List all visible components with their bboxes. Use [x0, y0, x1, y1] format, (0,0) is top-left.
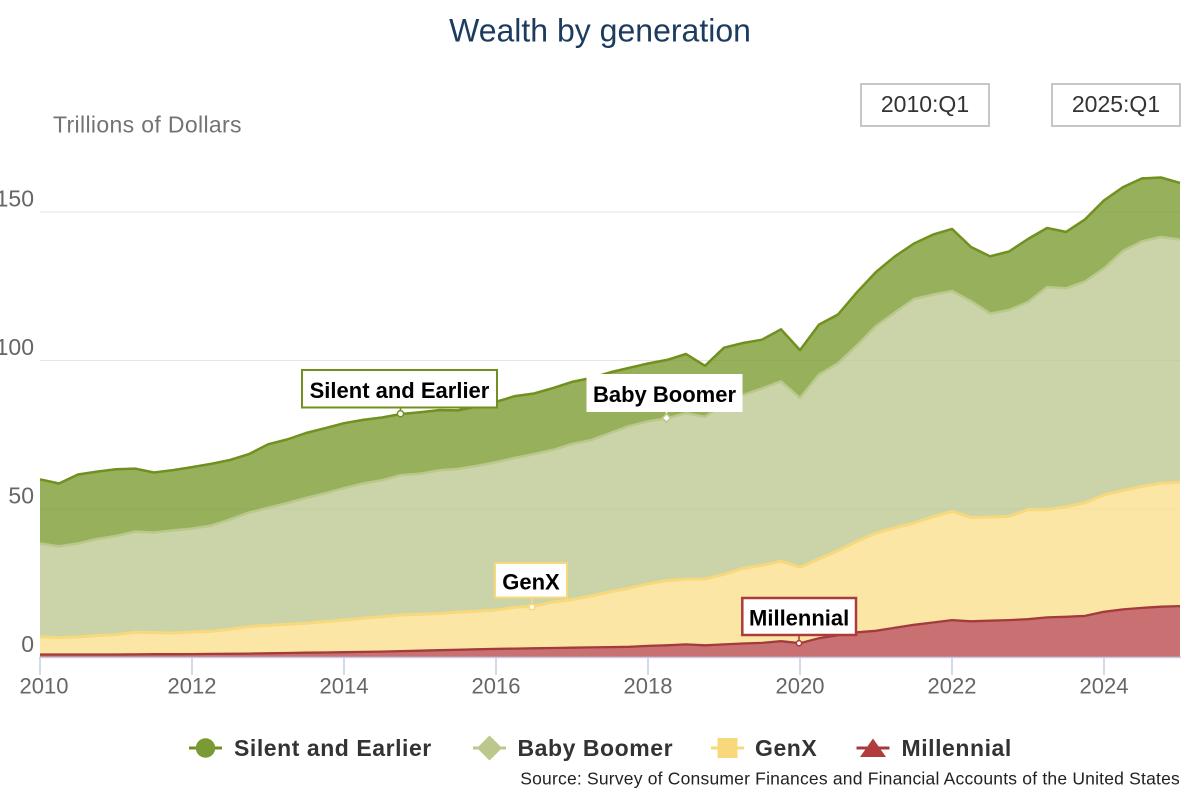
svg-text:Wealth by generation: Wealth by generation [449, 13, 751, 49]
svg-text:Silent and Earlier: Silent and Earlier [310, 378, 490, 403]
svg-text:GenX: GenX [502, 569, 560, 594]
svg-text:Baby Boomer: Baby Boomer [593, 382, 736, 407]
svg-text:GenX: GenX [755, 735, 817, 761]
svg-text:2024: 2024 [1080, 674, 1129, 699]
svg-text:2010:Q1: 2010:Q1 [881, 91, 969, 117]
svg-text:2012: 2012 [168, 674, 217, 699]
svg-text:2022: 2022 [928, 674, 977, 699]
svg-text:Millennial: Millennial [749, 606, 849, 631]
svg-text:Millennial: Millennial [902, 735, 1012, 761]
svg-text:Baby Boomer: Baby Boomer [518, 735, 674, 761]
svg-text:2016: 2016 [472, 674, 521, 699]
svg-text:Trillions of Dollars: Trillions of Dollars [53, 112, 242, 138]
svg-text:Source: Survey of Consumer Fin: Source: Survey of Consumer Finances and … [520, 769, 1180, 789]
svg-text:2014: 2014 [320, 674, 369, 699]
svg-text:50: 50 [8, 483, 34, 509]
svg-text:2018: 2018 [624, 674, 673, 699]
svg-text:2025:Q1: 2025:Q1 [1072, 91, 1160, 117]
svg-text:0: 0 [21, 631, 34, 657]
svg-text:2020: 2020 [776, 674, 825, 699]
svg-text:150: 150 [0, 186, 34, 212]
svg-text:100: 100 [0, 334, 34, 360]
svg-text:Silent and Earlier: Silent and Earlier [234, 735, 432, 761]
svg-text:2010: 2010 [20, 674, 69, 699]
